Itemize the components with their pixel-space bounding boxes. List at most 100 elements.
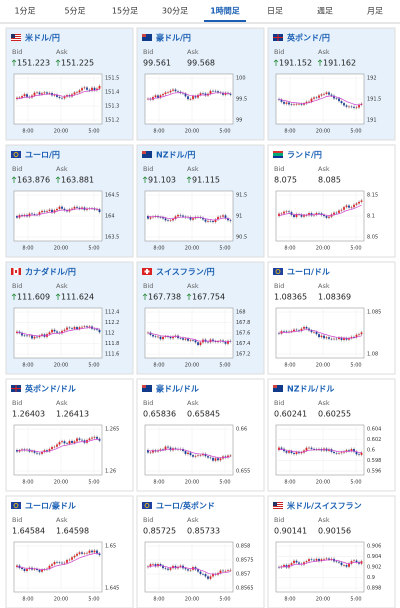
flag-part [142,151,146,154]
bid-label: Bid [274,399,284,407]
candle [285,564,288,568]
candle [333,338,335,340]
candle [41,210,43,213]
candle [41,93,43,95]
x-tick-label: 8:00 [22,363,33,369]
y-tick-label: 1.645 [105,586,119,592]
flag-part [144,503,150,508]
candle [214,219,217,223]
candle [283,101,285,104]
y-tick-label: 0.902 [367,565,381,571]
flag-part [11,268,14,275]
candle [360,103,363,105]
candle [73,441,76,444]
moving-average [16,208,100,217]
y-tick-label: 1.26 [105,469,116,475]
candle [71,440,73,444]
flag-part [142,34,146,37]
ask-label: Ask [318,516,330,524]
y-tick-label: 112 [105,331,115,337]
candle [330,94,333,96]
flag-part [144,270,150,273]
candle [184,451,187,454]
candle [167,336,169,338]
candle [33,92,36,96]
candle [280,213,283,215]
candle [33,568,36,570]
tab[interactable]: 1時間足 [210,6,241,16]
candle [288,102,290,105]
bid-value: 0.65836 [143,410,176,419]
candle [199,342,202,345]
candle [189,216,192,220]
candle [68,559,71,561]
candle [355,560,358,563]
ask-label: Ask [318,399,330,407]
y-tick-label: 0.8565 [236,586,254,592]
candle [78,438,81,440]
candle [51,447,53,450]
x-tick-label: 8:00 [22,129,33,135]
x-tick-label: 20:00 [185,246,199,252]
tab[interactable]: 月足 [367,7,383,16]
candle [308,447,310,449]
candle [358,334,360,335]
flag-part [273,151,283,158]
candle [333,95,335,99]
candle [303,103,305,105]
moving-average [147,332,231,343]
moving-average [16,553,100,570]
tab[interactable]: 週足 [317,7,333,16]
tab[interactable]: 日足 [267,7,283,16]
y-tick-label: 99.5 [236,97,247,103]
y-tick-label: 151.4 [105,90,119,96]
moving-average [278,204,362,216]
candle [81,439,83,441]
ask-label: Ask [187,282,199,290]
candle [51,329,53,333]
candle [31,451,33,452]
tab[interactable]: 1分足 [14,7,35,16]
bid-value: 191.152 [279,59,312,68]
y-tick-label: 99 [236,118,242,124]
candle [162,217,164,219]
candle [192,96,194,100]
bid-value: 1.64584 [12,527,45,536]
candle [96,550,98,554]
ask-value: 191.162 [323,59,356,68]
candle [167,220,169,221]
y-tick-label: 0.904 [367,554,381,560]
candle [353,560,355,562]
candle [283,211,285,214]
candle [343,207,345,210]
candle [23,214,26,216]
candle [318,95,320,98]
candle [33,336,36,339]
bid-label: Bid [274,165,284,173]
candle [78,327,81,330]
ask-value: 99.568 [187,59,215,68]
tab[interactable]: 5分足 [64,7,85,16]
candle [202,453,204,456]
candle [63,562,66,564]
candle [187,96,189,100]
tab[interactable]: 15分足 [112,7,138,16]
candle [61,206,63,209]
tab[interactable]: 30分足 [162,7,188,16]
candle [212,457,214,461]
